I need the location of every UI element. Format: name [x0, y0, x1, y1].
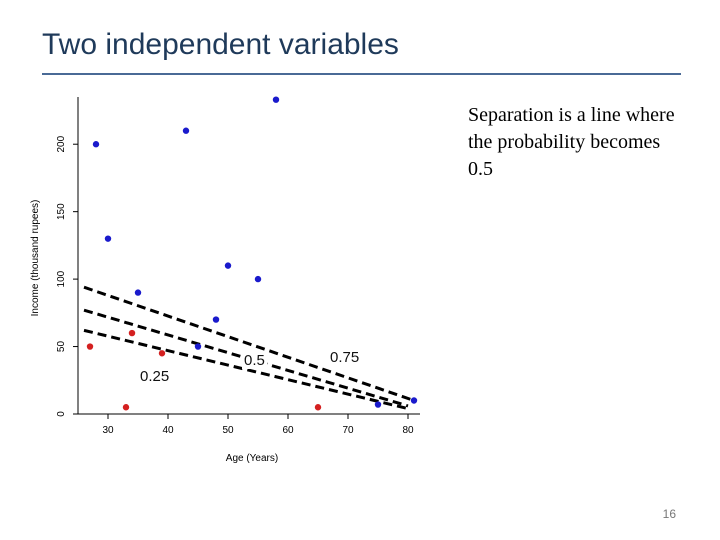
data-point-blue: [134, 289, 142, 296]
page-number: 16: [662, 507, 676, 521]
axes-layer: 30 40 50 60 70 80 0 50 100 150 200: [56, 97, 420, 436]
line-label-0-75: 0.75: [328, 349, 362, 366]
x-tick-label: 50: [222, 425, 234, 436]
data-point-blue: [212, 316, 220, 323]
y-tick-label: 150: [56, 203, 67, 220]
y-axis-label: Income (thousand rupees): [30, 200, 41, 317]
data-point-blue: [410, 397, 418, 404]
data-point-blue: [254, 275, 262, 283]
data-point-red: [86, 343, 94, 350]
line-label-0-5: 0.5: [242, 352, 267, 369]
y-tick-label: 200: [56, 135, 67, 152]
x-tick-label: 40: [162, 425, 174, 436]
probability-line: [83, 285, 415, 402]
title-divider: [42, 73, 681, 75]
probability-lines: [83, 285, 415, 411]
y-tick-label: 0: [56, 411, 67, 417]
x-axis-label: Age (Years): [226, 453, 278, 464]
y-tick-label: 100: [56, 270, 67, 287]
data-point-blue: [374, 401, 382, 408]
data-point-red: [314, 404, 322, 411]
data-point-blue: [272, 96, 280, 103]
data-point-blue: [194, 343, 202, 350]
y-tick-label: 50: [56, 341, 67, 353]
data-point-red: [158, 350, 166, 357]
data-point-red: [128, 329, 136, 337]
x-tick-label: 60: [282, 425, 294, 436]
data-point-blue: [104, 235, 112, 242]
slide-title: Two independent variables: [42, 28, 399, 61]
data-point-blue: [224, 262, 232, 269]
x-tick-label: 80: [402, 425, 414, 436]
data-point-red: [122, 404, 130, 411]
data-point-blue: [182, 127, 190, 134]
data-points: [86, 96, 418, 411]
line-label-0-25: 0.25: [138, 368, 172, 385]
x-tick-label: 70: [342, 425, 354, 436]
caption-text: Separation is a line where the probabili…: [468, 104, 675, 180]
x-tick-label: 30: [102, 425, 114, 436]
data-point-blue: [92, 141, 100, 148]
